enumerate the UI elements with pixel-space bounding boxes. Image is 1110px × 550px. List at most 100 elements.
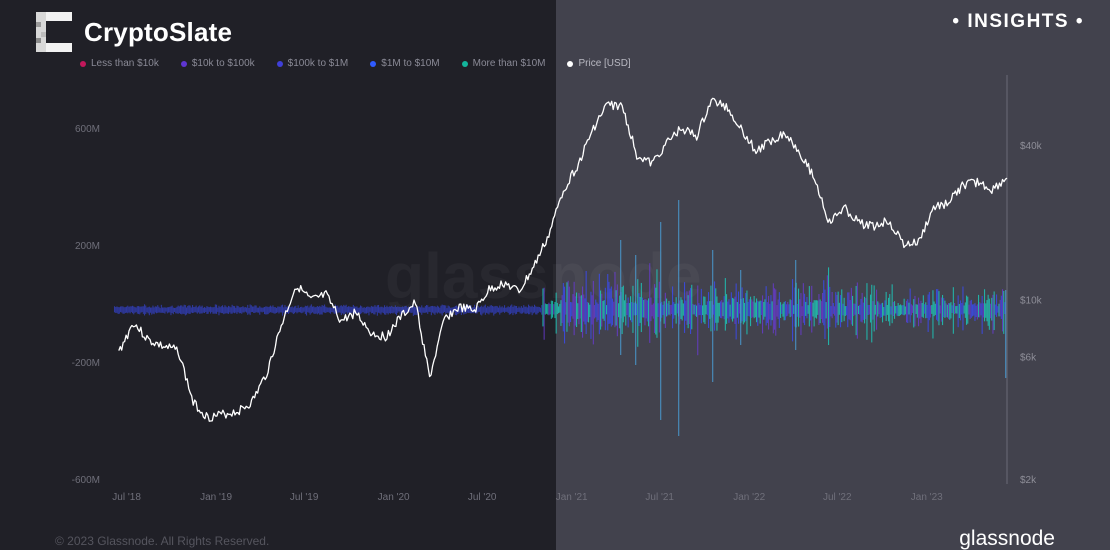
flow-bar bbox=[388, 306, 390, 314]
flow-bar bbox=[361, 306, 363, 314]
flow-bar bbox=[858, 305, 860, 315]
flow-bar-spike bbox=[620, 240, 622, 355]
flow-bar bbox=[912, 305, 914, 313]
legend-item[interactable]: Price [USD] bbox=[567, 58, 631, 69]
flow-bar bbox=[484, 304, 486, 315]
flow-bar bbox=[880, 303, 882, 318]
flow-bar bbox=[807, 305, 809, 314]
flow-bar bbox=[908, 302, 910, 315]
legend-item[interactable]: Less than $10k bbox=[80, 58, 159, 69]
flow-bar bbox=[441, 304, 443, 316]
legend-dot-icon bbox=[370, 60, 377, 67]
flow-bar bbox=[717, 302, 719, 323]
flow-bar bbox=[638, 293, 640, 327]
flow-bar bbox=[368, 306, 370, 316]
flow-bar bbox=[843, 297, 845, 322]
flow-bar bbox=[415, 307, 417, 315]
flow-bar bbox=[828, 267, 830, 346]
flow-bar bbox=[644, 298, 646, 326]
flow-bar bbox=[932, 290, 934, 339]
flow-bar bbox=[985, 303, 987, 318]
flow-bar bbox=[427, 305, 429, 314]
flow-bar bbox=[748, 299, 750, 317]
flow-bar bbox=[721, 299, 723, 319]
flow-bar bbox=[970, 299, 972, 318]
flow-bar bbox=[571, 302, 573, 317]
flow-bar bbox=[196, 307, 198, 314]
flow-bar bbox=[837, 291, 839, 326]
flow-bar bbox=[351, 306, 353, 313]
flow-bar bbox=[585, 270, 587, 335]
flow-bar bbox=[724, 278, 726, 331]
flow-bar bbox=[649, 263, 651, 343]
flow-bar bbox=[990, 303, 992, 319]
flow-bar bbox=[716, 296, 718, 331]
x-tick-label: Jul '18 bbox=[112, 492, 141, 503]
flow-bar bbox=[364, 307, 366, 314]
legend-item[interactable]: $1M to $10M bbox=[370, 58, 440, 69]
flow-bar bbox=[885, 291, 887, 322]
flow-bar bbox=[878, 302, 880, 315]
legend-item[interactable]: More than $10M bbox=[461, 58, 545, 69]
flow-bar bbox=[976, 304, 978, 320]
flow-bar bbox=[212, 307, 214, 314]
flow-bar bbox=[991, 297, 993, 321]
flow-bar bbox=[820, 301, 822, 319]
flow-bar bbox=[398, 306, 400, 312]
flow-bar bbox=[898, 305, 900, 316]
flow-bar bbox=[907, 299, 909, 324]
flow-bar bbox=[920, 300, 922, 324]
flow-bar bbox=[343, 304, 345, 315]
legend-item[interactable]: $100k to $1M bbox=[276, 58, 348, 69]
flow-bar bbox=[298, 307, 300, 313]
flow-bar bbox=[931, 304, 933, 314]
flow-bar bbox=[246, 307, 248, 313]
flow-bar bbox=[217, 307, 219, 312]
flow-bar bbox=[349, 306, 351, 315]
flow-bar bbox=[537, 306, 539, 314]
flow-bar bbox=[628, 303, 630, 318]
flow-bar bbox=[847, 292, 849, 328]
flow-bar bbox=[927, 294, 929, 332]
legend-item[interactable]: $10k to $100k bbox=[180, 58, 255, 69]
flow-bar bbox=[961, 303, 963, 315]
flow-bar bbox=[532, 306, 534, 314]
flow-bar bbox=[909, 288, 911, 323]
flow-bar bbox=[818, 294, 820, 326]
flow-bar bbox=[405, 305, 407, 314]
flow-bar bbox=[883, 306, 885, 316]
flow-bar bbox=[156, 306, 158, 314]
flow-bar bbox=[517, 307, 519, 312]
flow-bar bbox=[856, 282, 858, 339]
flow-bar bbox=[572, 294, 574, 319]
flow-bar bbox=[723, 296, 725, 320]
flow-bar bbox=[825, 302, 827, 319]
flow-bar bbox=[260, 307, 262, 312]
flow-bar bbox=[776, 305, 778, 317]
flow-bar bbox=[253, 306, 255, 314]
flow-bar bbox=[126, 306, 128, 313]
flow-bar bbox=[1002, 289, 1004, 332]
flow-bar bbox=[386, 305, 388, 314]
flow-bar bbox=[669, 304, 671, 316]
flow-bar bbox=[682, 303, 684, 316]
flow-bar bbox=[963, 305, 965, 314]
flow-bar bbox=[726, 294, 728, 324]
flow-bar bbox=[782, 303, 784, 317]
flow-bar bbox=[232, 305, 234, 313]
flow-bar bbox=[639, 297, 641, 323]
flow-bar bbox=[548, 302, 550, 316]
flow-bar bbox=[744, 302, 746, 323]
flow-bar bbox=[220, 306, 222, 314]
flow-bar bbox=[358, 307, 360, 313]
flow-bar bbox=[706, 301, 708, 316]
flow-bar bbox=[544, 303, 546, 315]
flow-bar bbox=[645, 299, 647, 319]
flow-bar bbox=[894, 301, 896, 319]
flow-bar bbox=[498, 307, 500, 313]
flow-bar bbox=[583, 294, 585, 322]
flow-bar bbox=[319, 305, 321, 315]
flow-bar bbox=[207, 306, 209, 314]
flow-bar-spike bbox=[678, 200, 680, 436]
flow-bar bbox=[412, 305, 414, 316]
